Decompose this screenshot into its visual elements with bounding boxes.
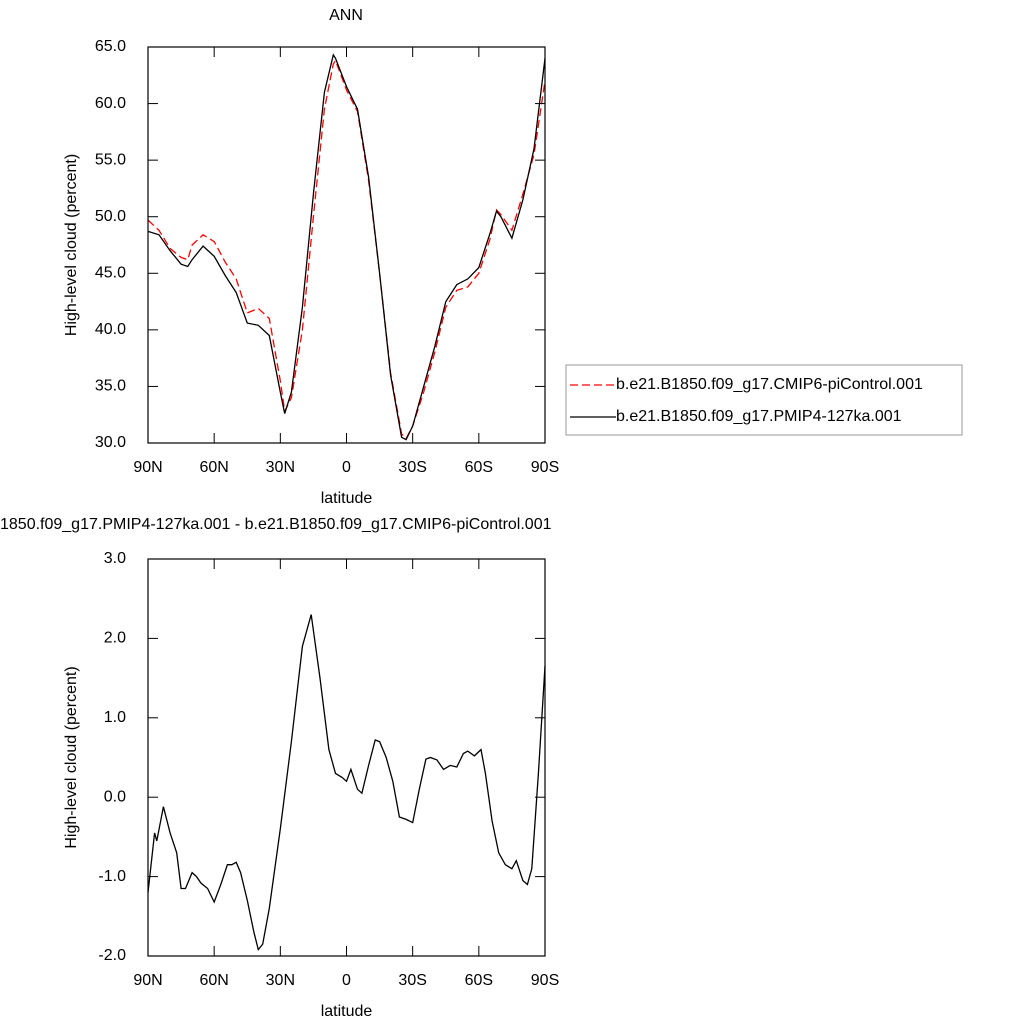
legend-box <box>565 364 963 436</box>
x-tick-label: 90S <box>531 972 559 989</box>
x-axis-label: latitude <box>321 1003 373 1020</box>
y-tick-label: 55.0 <box>95 151 126 168</box>
x-tick-label: 90S <box>531 459 559 476</box>
x-tick-label: 30N <box>266 459 295 476</box>
x-tick-label: 30S <box>398 459 426 476</box>
legend-label: b.e21.B1850.f09_g17.PMIP4-127ka.001 <box>616 408 902 425</box>
y-axis-label: High-level cloud (percent) <box>63 666 80 848</box>
y-tick-label: 40.0 <box>95 321 126 338</box>
y-tick-label: 1.0 <box>104 709 126 726</box>
y-tick-label: 2.0 <box>104 630 126 647</box>
data-line <box>147 614 546 952</box>
y-tick-label: 50.0 <box>95 208 126 225</box>
y-axis-label: High-level cloud (percent) <box>63 154 80 336</box>
y-tick-label: 30.0 <box>95 434 126 451</box>
x-tick-label: 30S <box>398 972 426 989</box>
x-tick-label: 60N <box>199 972 228 989</box>
x-tick-label: 60S <box>465 972 493 989</box>
data-line <box>147 53 546 441</box>
y-tick-label: 0.0 <box>104 788 126 805</box>
x-tick-label: 60N <box>199 459 228 476</box>
y-tick-label: -2.0 <box>98 947 126 964</box>
chart-title: 1850.f09_g17.PMIP4-127ka.001 - b.e21.B18… <box>0 516 552 533</box>
y-tick-label: -1.0 <box>98 868 126 885</box>
chart-title: ANN <box>329 7 363 24</box>
x-tick-label: 30N <box>266 972 295 989</box>
x-tick-label: 90N <box>133 459 162 476</box>
plot-frame <box>147 558 546 957</box>
x-tick-label: 60S <box>465 459 493 476</box>
y-tick-label: 60.0 <box>95 95 126 112</box>
y-tick-label: 35.0 <box>95 378 126 395</box>
y-tick-label: 3.0 <box>104 550 126 567</box>
legend: b.e21.B1850.f09_g17.CMIP6-piControl.001b… <box>565 364 963 436</box>
x-axis-label: latitude <box>321 490 373 507</box>
legend-label: b.e21.B1850.f09_g17.CMIP6-piControl.001 <box>616 376 923 393</box>
x-tick-label: 0 <box>342 972 351 989</box>
x-tick-label: 0 <box>342 459 351 476</box>
y-tick-label: 45.0 <box>95 265 126 282</box>
x-tick-label: 90N <box>133 972 162 989</box>
plot-frame <box>147 46 546 444</box>
y-tick-label: 65.0 <box>95 38 126 55</box>
data-line <box>147 59 546 440</box>
